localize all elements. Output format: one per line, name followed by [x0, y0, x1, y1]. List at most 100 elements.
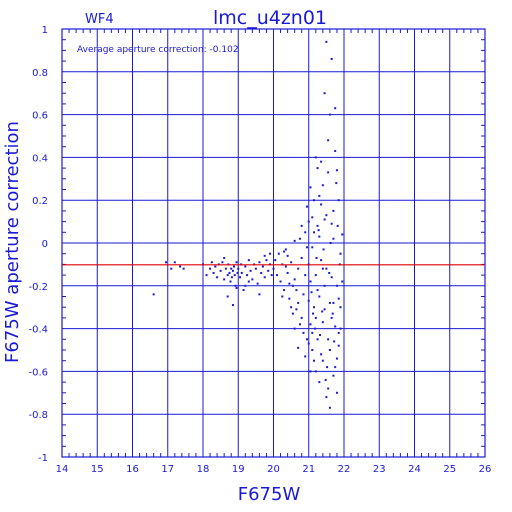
y-tick-label: -0.6: [28, 367, 48, 378]
data-point: [328, 271, 331, 274]
data-point: [316, 289, 319, 292]
data-point: [210, 261, 213, 264]
data-point: [314, 316, 317, 319]
data-point: [256, 282, 259, 285]
plot-frame: [61, 28, 486, 458]
data-point: [305, 338, 308, 341]
data-point: [228, 271, 231, 274]
data-point: [182, 267, 185, 270]
data-point: [311, 331, 314, 334]
data-point: [321, 310, 324, 313]
data-point: [309, 280, 312, 283]
data-point: [325, 267, 328, 270]
data-point: [229, 280, 232, 283]
data-point: [223, 256, 226, 259]
x-tick-label: 23: [373, 464, 386, 475]
data-point: [263, 276, 266, 279]
data-point: [295, 308, 298, 311]
data-point: [237, 267, 240, 270]
data-point: [283, 289, 286, 292]
data-point: [246, 274, 249, 277]
data-point: [164, 261, 167, 264]
data-point: [313, 199, 316, 202]
data-point: [307, 342, 310, 345]
data-point: [307, 299, 310, 302]
data-point: [332, 237, 335, 240]
data-point: [318, 194, 321, 197]
y-tick-label: 0.2: [32, 196, 48, 207]
data-point: [290, 306, 293, 309]
data-point: [205, 274, 208, 277]
x-tick-label: 16: [126, 464, 139, 475]
x-tick-label: 14: [56, 464, 69, 475]
data-point: [337, 331, 340, 334]
data-point: [221, 261, 224, 264]
data-point: [214, 265, 217, 268]
data-point: [242, 289, 245, 292]
x-tick-label: 15: [91, 464, 104, 475]
data-point: [226, 274, 229, 277]
data-point: [320, 353, 323, 356]
data-point: [234, 284, 237, 287]
data-point: [311, 246, 314, 249]
data-point: [337, 344, 340, 347]
data-point: [231, 269, 234, 272]
data-point: [268, 252, 271, 255]
data-point: [272, 267, 275, 270]
data-point: [261, 265, 264, 268]
y-tick-label: -0.2: [28, 282, 48, 293]
data-point: [320, 203, 323, 206]
data-points: [152, 40, 344, 409]
data-point: [311, 216, 314, 219]
data-point: [309, 323, 312, 326]
data-point: [321, 321, 324, 324]
data-point: [231, 304, 234, 307]
data-point: [244, 284, 247, 287]
data-point: [297, 346, 300, 349]
data-point: [288, 282, 291, 285]
data-point: [311, 349, 314, 351]
data-point: [337, 297, 340, 300]
data-point: [318, 235, 321, 238]
data-point: [260, 271, 263, 274]
panel-label: WF4: [85, 12, 114, 27]
chart-title: lmc_u4zn01: [213, 7, 327, 29]
data-point: [339, 327, 342, 330]
data-point: [240, 271, 243, 274]
data-point: [284, 265, 287, 268]
data-point: [321, 184, 324, 187]
data-point: [170, 267, 173, 270]
data-point: [276, 274, 279, 277]
data-point: [319, 334, 322, 337]
data-point: [302, 293, 305, 296]
data-point: [320, 160, 323, 163]
data-point: [316, 167, 319, 170]
data-point: [327, 338, 330, 341]
data-point: [321, 359, 324, 362]
data-point: [305, 246, 308, 249]
data-point: [297, 301, 300, 304]
data-point: [247, 280, 250, 283]
y-tick-label: 0.4: [32, 153, 48, 164]
tick-labels: 14 15 16 17 18 19 20 21 22 23 24 25 26 -1 -0.8 -0.6 -0.4…: [28, 25, 491, 475]
data-point: [327, 139, 330, 142]
data-point: [323, 218, 326, 221]
data-point: [313, 359, 316, 362]
data-point: [313, 306, 316, 309]
data-point: [330, 57, 333, 60]
data-point: [236, 271, 239, 274]
data-point: [263, 254, 266, 257]
data-point: [328, 406, 331, 409]
data-point: [314, 327, 317, 330]
y-tick-label: -1: [38, 453, 48, 464]
y-tick-label: 1: [42, 25, 48, 36]
data-point: [313, 231, 316, 234]
data-point: [258, 293, 261, 296]
data-point: [286, 271, 289, 274]
data-point: [233, 265, 236, 268]
data-point: [324, 378, 327, 381]
x-tick-label: 19: [232, 464, 245, 475]
data-point: [270, 274, 273, 277]
data-point: [334, 366, 337, 369]
